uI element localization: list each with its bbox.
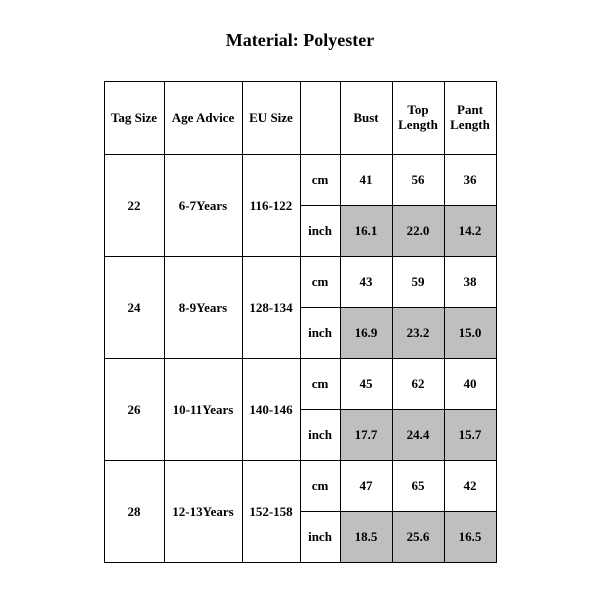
- cell-pant-cm: 38: [444, 257, 496, 308]
- cell-age: 8-9Years: [164, 257, 242, 359]
- page: Material: Polyester Tag Size Age Advice …: [0, 0, 600, 600]
- cell-eu: 152-158: [242, 461, 300, 563]
- cell-eu: 116-122: [242, 155, 300, 257]
- cell-top-cm: 65: [392, 461, 444, 512]
- cell-eu: 128-134: [242, 257, 300, 359]
- cell-bust-cm: 41: [340, 155, 392, 206]
- cell-top-inch: 24.4: [392, 410, 444, 461]
- cell-tag: 24: [104, 257, 164, 359]
- cell-bust-inch: 16.9: [340, 308, 392, 359]
- table-header-row: Tag Size Age Advice EU Size Bust Top Len…: [104, 82, 496, 155]
- cell-bust-inch: 18.5: [340, 512, 392, 563]
- cell-pant-inch: 15.0: [444, 308, 496, 359]
- table-row: 22 6-7Years 116-122 cm 41 56 36: [104, 155, 496, 206]
- cell-top-inch: 22.0: [392, 206, 444, 257]
- cell-bust-inch: 16.1: [340, 206, 392, 257]
- cell-top-cm: 56: [392, 155, 444, 206]
- cell-age: 12-13Years: [164, 461, 242, 563]
- cell-age: 6-7Years: [164, 155, 242, 257]
- cell-bust-cm: 47: [340, 461, 392, 512]
- table-row: 26 10-11Years 140-146 cm 45 62 40: [104, 359, 496, 410]
- cell-bust-inch: 17.7: [340, 410, 392, 461]
- cell-pant-inch: 16.5: [444, 512, 496, 563]
- col-bust: Bust: [340, 82, 392, 155]
- cell-unit-inch: inch: [300, 206, 340, 257]
- col-unit: [300, 82, 340, 155]
- cell-unit-inch: inch: [300, 410, 340, 461]
- cell-unit-inch: inch: [300, 308, 340, 359]
- page-title: Material: Polyester: [0, 30, 600, 51]
- cell-unit-cm: cm: [300, 257, 340, 308]
- cell-bust-cm: 43: [340, 257, 392, 308]
- col-age-advice: Age Advice: [164, 82, 242, 155]
- size-chart-table: Tag Size Age Advice EU Size Bust Top Len…: [104, 81, 497, 563]
- cell-tag: 26: [104, 359, 164, 461]
- cell-top-cm: 59: [392, 257, 444, 308]
- cell-unit-inch: inch: [300, 512, 340, 563]
- cell-top-inch: 25.6: [392, 512, 444, 563]
- cell-tag: 22: [104, 155, 164, 257]
- cell-pant-cm: 42: [444, 461, 496, 512]
- cell-pant-cm: 40: [444, 359, 496, 410]
- table-row: 28 12-13Years 152-158 cm 47 65 42: [104, 461, 496, 512]
- cell-tag: 28: [104, 461, 164, 563]
- cell-unit-cm: cm: [300, 155, 340, 206]
- table-row: 24 8-9Years 128-134 cm 43 59 38: [104, 257, 496, 308]
- col-top-length: Top Length: [392, 82, 444, 155]
- cell-top-cm: 62: [392, 359, 444, 410]
- col-pant-length: Pant Length: [444, 82, 496, 155]
- cell-eu: 140-146: [242, 359, 300, 461]
- col-tag-size: Tag Size: [104, 82, 164, 155]
- cell-unit-cm: cm: [300, 461, 340, 512]
- cell-pant-cm: 36: [444, 155, 496, 206]
- cell-bust-cm: 45: [340, 359, 392, 410]
- col-eu-size: EU Size: [242, 82, 300, 155]
- cell-pant-inch: 14.2: [444, 206, 496, 257]
- cell-unit-cm: cm: [300, 359, 340, 410]
- cell-top-inch: 23.2: [392, 308, 444, 359]
- cell-pant-inch: 15.7: [444, 410, 496, 461]
- cell-age: 10-11Years: [164, 359, 242, 461]
